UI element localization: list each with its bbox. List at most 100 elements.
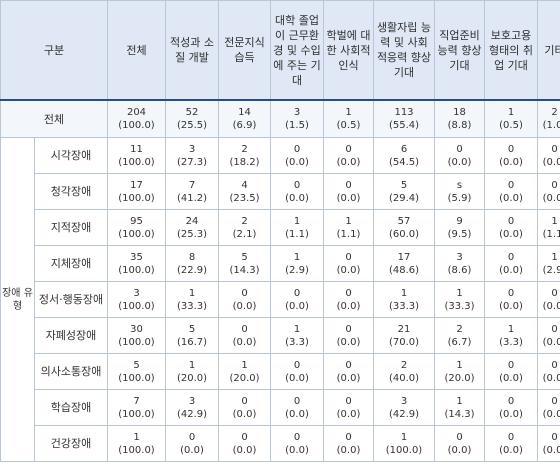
cell-count: 30 (130, 323, 143, 335)
table-cell: 3 (1.5) (270, 99, 324, 138)
row-label: 지체장애 (34, 245, 108, 282)
table-cell: 3 (27.3) (165, 137, 219, 174)
cell-count: 113 (394, 107, 414, 118)
cell-count: 0 (507, 359, 515, 371)
header-col-independence: 생활자립 능력 및 사회 적응력 향상 기대 (373, 0, 435, 101)
table-row: 정서·행동장애 3 (100.0) 1 (33.3) 0 (0.0) 0 (0.0) 0 (0.0)… (1, 281, 560, 318)
cell-percent: (22.9) (176, 264, 208, 276)
cell-count: 1 (400, 431, 408, 443)
cell-count: 3 (456, 251, 463, 263)
table-cell: 0(0.0) (484, 245, 538, 282)
cell-percent: (0.5) (336, 120, 361, 131)
row-label: 자폐성장애 (34, 317, 108, 354)
cell-count: 2 (551, 107, 558, 118)
cell-percent: (0.0) (232, 336, 257, 348)
cell-percent: (100.0) (118, 300, 155, 312)
cell-percent: (1.5) (285, 120, 309, 131)
table-row: 청각장애 17 (100.0) 7 (41.2) 4 (23.5) 0 (0.0) 0 (0.0) 5… (1, 173, 560, 210)
total-row-label: 전체 (0, 99, 108, 138)
cell-count: 0 (551, 431, 558, 443)
header-col-total: 전체 (107, 0, 166, 101)
table-cell: 3 (100.0) (107, 281, 166, 318)
table-cell: 1 (3.3) (484, 317, 538, 354)
cell-percent: (0.0) (336, 444, 361, 456)
header-col-social-perception: 학벌에 대한 사회적 인식 (323, 0, 374, 101)
cell-count: 0 (507, 431, 515, 443)
cell-percent: (6.7) (447, 336, 472, 348)
table-cell: 0(0.0) (484, 281, 538, 318)
table-cell: 0(0.0) (537, 317, 560, 354)
cell-percent: (100.0) (118, 408, 155, 420)
header-row: 구분 전체 적성과 소질 개발 전문지식 습득 대학 졸업이 근무환경 및 수입… (0, 0, 560, 101)
cell-count: 0 (507, 215, 515, 227)
cell-count: 3 (188, 143, 196, 155)
cell-percent: (0.0) (336, 264, 361, 276)
cell-percent: (0.0) (499, 372, 523, 384)
cell-percent: (0.0) (542, 300, 560, 312)
cell-percent: (0.0) (336, 300, 361, 312)
cell-count: 0 (345, 395, 352, 407)
cell-percent: (23.5) (229, 192, 260, 204)
cell-percent: (100.0) (118, 228, 155, 240)
cell-count: 0 (241, 431, 248, 443)
table-cell: 0(0.0) (537, 173, 560, 210)
cell-percent: (41.2) (176, 192, 208, 204)
cell-count: 8 (188, 251, 196, 263)
table-cell: 0(0.0) (270, 425, 324, 462)
cell-count: 95 (130, 215, 143, 227)
cell-percent: (40.0) (388, 372, 420, 384)
table-cell: 0(0.0) (323, 353, 374, 390)
cell-percent: (8.6) (447, 264, 472, 276)
cell-count: 1 (345, 107, 352, 118)
table-cell: 14 (6.9) (218, 99, 271, 138)
table-cell: 1 (33.3) (373, 281, 435, 318)
cell-count: 7 (133, 395, 140, 407)
cell-count: 0 (241, 395, 248, 407)
cell-count: 0 (507, 251, 515, 263)
cell-percent: (0.0) (336, 408, 361, 420)
cell-count: 5 (241, 251, 248, 263)
cell-percent: (0.0) (336, 336, 361, 348)
cell-percent: (0.0) (232, 408, 257, 420)
table-cell: 7 (100.0) (107, 389, 166, 426)
table-cell: 1 (33.3) (165, 281, 219, 318)
table-cell: 1 (0.5) (323, 99, 374, 138)
table-cell: 21 (70.0) (373, 317, 435, 354)
header-gubun: 구분 (0, 0, 108, 101)
cell-percent: (48.6) (388, 264, 420, 276)
table-cell: 1 (20.0) (165, 353, 219, 390)
table-cell: 9 (9.5) (434, 209, 485, 246)
cell-count: 0 (293, 395, 301, 407)
table-cell: 1 (100.0) (107, 425, 166, 462)
cell-count: 1 (293, 323, 301, 335)
cell-percent: (25.5) (176, 120, 208, 131)
row-label: 건강장애 (34, 425, 108, 462)
table-cell: 0(0.0) (323, 137, 374, 174)
cell-count: 1 (188, 359, 196, 371)
table-cell: 0(0.0) (434, 137, 485, 174)
cell-count: 1 (293, 251, 301, 263)
cell-count: 1 (456, 395, 463, 407)
cell-count: 0 (551, 179, 558, 191)
table-cell: 2 (40.0) (373, 353, 435, 390)
table-cell: 52 (25.5) (165, 99, 219, 138)
table-cell: 1(2.9) (537, 245, 560, 282)
cell-count: 0 (241, 287, 248, 299)
table-cell: 1 (100.0) (373, 425, 435, 462)
cell-percent: (0.0) (285, 300, 309, 312)
cell-count: 57 (397, 215, 411, 227)
cell-count: 1 (507, 107, 515, 118)
cell-percent: (0.0) (336, 156, 361, 168)
table-cell: 0(0.0) (537, 137, 560, 174)
header-col-graduation-expectation: 대학 졸업이 근무환경 및 수입에 주는 기대 (270, 0, 324, 101)
table-cell: 2 (6.7) (434, 317, 485, 354)
cell-count: 2 (400, 359, 408, 371)
cell-count: 2 (456, 323, 463, 335)
table-cell: 1(1.1) (270, 209, 324, 246)
cell-percent: (0.0) (285, 372, 309, 384)
table-cell: 17 (48.6) (373, 245, 435, 282)
cell-count: 3 (400, 395, 408, 407)
cell-percent: (20.0) (444, 372, 475, 384)
cell-percent: (18.2) (229, 156, 260, 168)
